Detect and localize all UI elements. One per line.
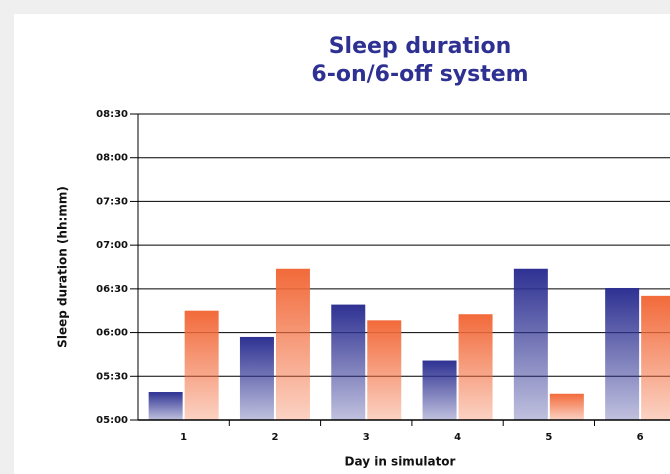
bar bbox=[422, 360, 457, 420]
y-tick-label: 05:00 bbox=[96, 415, 128, 426]
bar bbox=[367, 320, 402, 420]
bar bbox=[275, 268, 310, 420]
y-tick-label: 08:00 bbox=[96, 153, 128, 164]
chart-title: 6-on/6-off system bbox=[311, 62, 528, 87]
x-tick-label: 5 bbox=[545, 432, 552, 443]
bar bbox=[458, 314, 493, 420]
bar bbox=[605, 287, 640, 420]
y-axis-label: Sleep duration (hh:mm) bbox=[56, 186, 70, 348]
x-tick-label: 6 bbox=[637, 432, 644, 443]
bar bbox=[184, 310, 219, 420]
y-tick-label: 06:00 bbox=[96, 328, 128, 339]
x-tick-label: 4 bbox=[454, 432, 461, 443]
x-tick-label: 1 bbox=[180, 432, 187, 443]
x-tick-label: 3 bbox=[363, 432, 370, 443]
bar bbox=[641, 295, 670, 420]
y-tick-label: 05:30 bbox=[96, 371, 128, 382]
bar bbox=[148, 392, 183, 420]
bar bbox=[549, 393, 584, 420]
y-tick-label: 06:30 bbox=[96, 284, 128, 295]
bar bbox=[331, 304, 366, 420]
y-tick-label: 08:30 bbox=[96, 109, 128, 120]
y-tick-label: 07:00 bbox=[96, 240, 128, 251]
x-tick-label: 2 bbox=[271, 432, 278, 443]
bar bbox=[239, 336, 274, 420]
chart-title: Sleep duration bbox=[329, 34, 512, 59]
x-axis-label: Day in simulator bbox=[345, 455, 456, 469]
y-tick-label: 07:30 bbox=[96, 196, 128, 207]
bar bbox=[513, 268, 548, 420]
